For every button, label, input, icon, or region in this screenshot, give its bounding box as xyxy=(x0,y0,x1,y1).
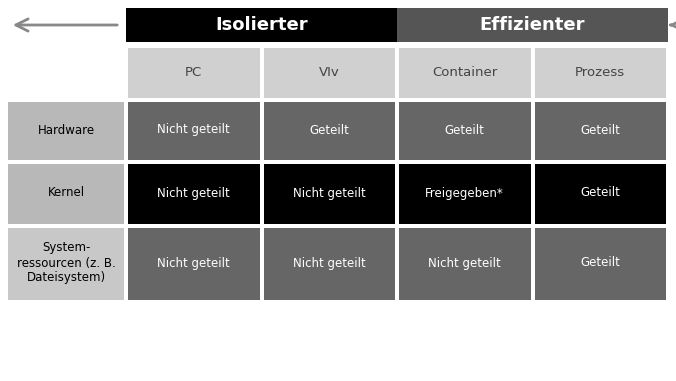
Text: Nicht geteilt: Nicht geteilt xyxy=(293,187,366,200)
Bar xyxy=(128,102,260,160)
Text: Hardware: Hardware xyxy=(37,123,95,136)
Bar xyxy=(535,48,666,98)
Bar xyxy=(535,164,666,224)
Text: Geteilt: Geteilt xyxy=(310,123,349,136)
Bar xyxy=(8,102,124,160)
Bar xyxy=(399,164,531,224)
Text: Prozess: Prozess xyxy=(575,66,625,78)
Bar xyxy=(399,102,531,160)
Bar xyxy=(535,102,666,160)
Text: VIv: VIv xyxy=(319,66,339,78)
Text: Geteilt: Geteilt xyxy=(445,123,485,136)
Bar xyxy=(399,48,531,98)
Bar xyxy=(8,164,124,224)
Bar xyxy=(264,228,395,300)
Bar xyxy=(128,164,260,224)
Text: Geteilt: Geteilt xyxy=(580,187,620,200)
Bar xyxy=(8,228,124,300)
Text: Isolierter: Isolierter xyxy=(215,16,308,34)
Text: PC: PC xyxy=(185,66,202,78)
Text: Nicht geteilt: Nicht geteilt xyxy=(158,123,230,136)
Text: Effizienter: Effizienter xyxy=(480,16,585,34)
Text: Geteilt: Geteilt xyxy=(580,123,620,136)
Text: Nicht geteilt: Nicht geteilt xyxy=(158,187,230,200)
Bar xyxy=(128,48,260,98)
Bar xyxy=(397,8,668,42)
Bar xyxy=(128,228,260,300)
Text: Geteilt: Geteilt xyxy=(580,256,620,269)
Text: Nicht geteilt: Nicht geteilt xyxy=(429,256,501,269)
Bar xyxy=(264,102,395,160)
Bar xyxy=(399,228,531,300)
Text: Nicht geteilt: Nicht geteilt xyxy=(158,256,230,269)
Bar xyxy=(535,228,666,300)
Bar xyxy=(264,164,395,224)
Text: Kernel: Kernel xyxy=(47,187,84,200)
Text: Container: Container xyxy=(432,66,498,78)
Text: System-
ressourcen (z. B.
Dateisystem): System- ressourcen (z. B. Dateisystem) xyxy=(17,242,116,285)
Text: Freigegeben*: Freigegeben* xyxy=(425,187,504,200)
Bar xyxy=(264,48,395,98)
Bar xyxy=(126,8,397,42)
Text: Nicht geteilt: Nicht geteilt xyxy=(293,256,366,269)
